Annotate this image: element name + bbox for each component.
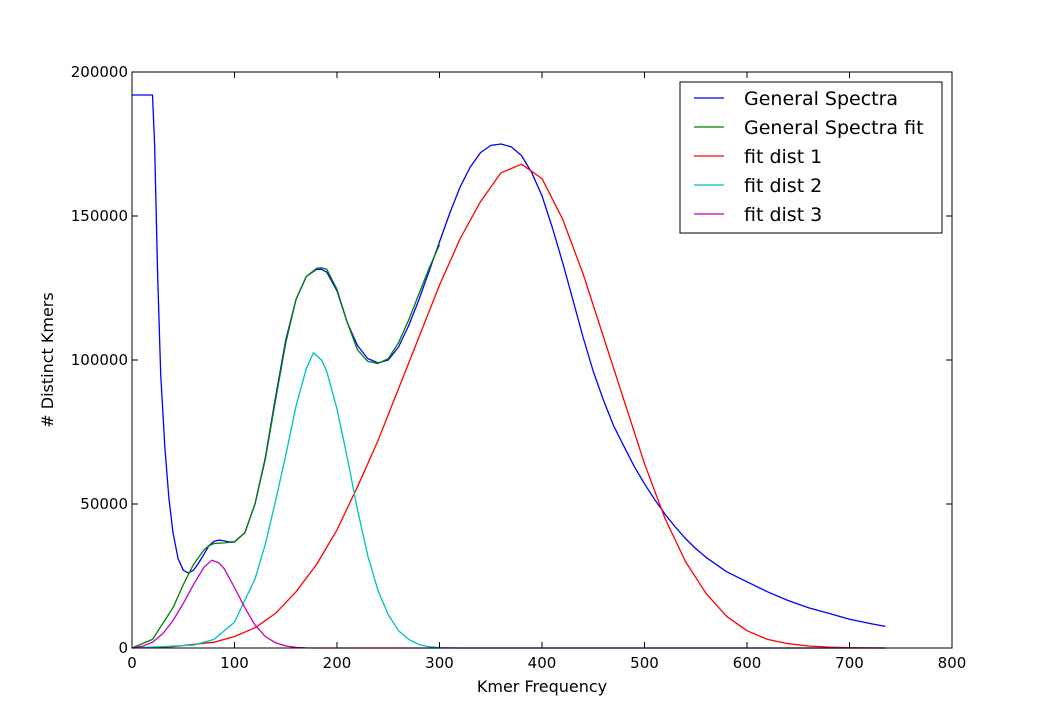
legend-label-2: General Spectra fit xyxy=(744,117,924,139)
legend-box xyxy=(679,81,943,234)
ticks-layer: 0 100 200 300 400 500 600 700 800 0 50000 100000 150… xyxy=(71,63,967,672)
x-tick-label: 500 xyxy=(630,654,659,672)
legend-label-3: fit dist 1 xyxy=(744,146,822,168)
series-layer xyxy=(131,94,886,649)
series-line-1 xyxy=(132,94,886,628)
y-tick-label: 100000 xyxy=(71,351,128,369)
x-tick-label: 600 xyxy=(733,654,762,672)
x-axis-label: Kmer Frequency xyxy=(477,677,607,696)
legend-label-1: General Spectra xyxy=(744,88,898,110)
x-tick-label: 0 xyxy=(127,654,137,672)
series-line-3 xyxy=(131,163,886,649)
y-axis-label: # Distinct Kmers xyxy=(38,292,57,427)
y-tick-label: 0 xyxy=(118,639,128,657)
series-line-4 xyxy=(131,352,886,649)
x-tick-label: 300 xyxy=(425,654,454,672)
series-line-2 xyxy=(131,244,441,649)
legend: General Spectra General Spectra fit fit di… xyxy=(679,81,943,234)
legend-label-5: fit dist 3 xyxy=(744,204,822,226)
x-tick-label: 800 xyxy=(938,654,967,672)
x-tick-label: 400 xyxy=(528,654,557,672)
x-tick-label: 100 xyxy=(220,654,249,672)
y-tick-label: 50000 xyxy=(80,495,128,513)
y-tick-label: 150000 xyxy=(71,207,128,225)
x-tick-label: 700 xyxy=(835,654,864,672)
y-tick-label: 200000 xyxy=(71,63,128,81)
series-line-5 xyxy=(131,559,886,649)
legend-label-4: fit dist 2 xyxy=(744,175,822,197)
x-tick-label: 200 xyxy=(323,654,352,672)
